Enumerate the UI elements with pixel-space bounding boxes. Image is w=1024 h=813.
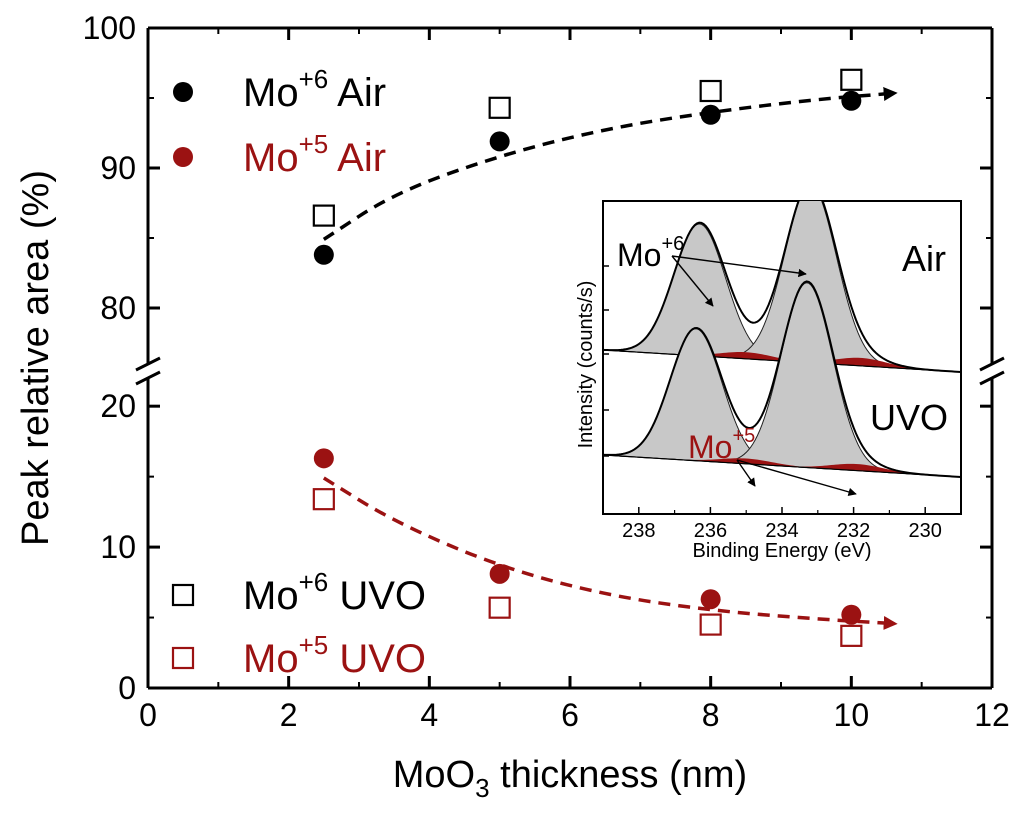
legend-marker [173,147,193,167]
y-axis-title: Peak relative area (%) [15,170,57,546]
inset-x-axis-title: Binding Energy (eV) [693,540,872,562]
legend-label-superscript: +5 [299,129,329,159]
axis-break-mark [979,356,1005,372]
legend-label: Mo+6 Air [243,64,386,115]
legend-label: Mo+6 UVO [243,567,426,618]
data-marks [312,68,863,647]
spectrum-envelope [603,280,961,478]
data-point [313,448,334,469]
inset-plot-area [603,201,961,478]
legend-marker [171,583,195,607]
data-point [841,604,862,625]
axis-break-mark [979,370,1005,386]
axis-break-mark [135,370,161,386]
data-point [840,68,863,91]
y-tick-label: 10 [100,529,136,565]
data-point [313,244,334,265]
inset-x-tick-label: 236 [694,520,727,542]
legend-label-text: Mo [243,637,299,681]
x-tick-label: 4 [420,697,438,733]
inset-annotation-text: Mo [688,429,732,465]
data-point [700,589,721,610]
x-tick-label: 12 [974,697,1010,733]
x-tick-label: 8 [702,697,720,733]
legend-marker [173,82,193,102]
legend-marker [171,646,195,670]
inset-label-air: Air [902,238,946,279]
legend-label-text: Mo [243,574,299,618]
inset-annotation-mo6: Mo+6 [617,233,684,273]
data-point [699,79,722,103]
data-point [841,90,862,111]
x-axis-title-text: thickness (nm) [490,754,748,796]
x-axis-title-subscript: 3 [475,773,489,803]
inset-label-uvo: UVO [870,397,948,438]
x-axis-title: MoO3 thickness (nm) [393,754,747,803]
y-tick-label: 20 [100,388,136,424]
inset-annotation-text: Mo [617,237,661,273]
legend-label-superscript: +6 [299,64,329,94]
inset-annotation-arrow [736,459,857,496]
x-tick-label: 6 [561,697,579,733]
inset-x-tick-label: 230 [909,520,942,542]
x-tick-label: 10 [834,697,870,733]
legend-label-text: Mo [243,136,299,180]
inset-x-tick-label: 232 [837,520,870,542]
inset-annotation-arrow [671,255,714,307]
x-axis-title-text: MoO [393,754,475,796]
inset-x-tick-label: 234 [765,520,798,542]
spectrum-envelope [603,201,961,373]
data-point [699,613,722,636]
x-tick-label: 0 [139,697,157,733]
y-tick-label: 90 [100,150,136,186]
data-point [840,624,863,647]
axes: 0 2 4 6 8 10 12 80 90 100 0 10 20 MoO3 thickness (nm)… [15,10,1010,803]
trend-line [322,87,898,241]
legend-label-text: UVO [328,637,426,681]
legend-label-text: Air [328,71,386,115]
inset-annotation-arrow [736,459,756,487]
data-point [488,596,511,619]
inset-annotation-mo5: Mo+5 [688,425,755,465]
data-point [700,104,721,125]
legend-label-superscript: +6 [299,567,329,597]
inset-y-axis-title: Intensity (counts/s) [575,281,597,449]
legend-label-text: Air [328,136,386,180]
inset-annotation-superscript: +6 [661,233,684,255]
data-point [489,563,510,584]
inset-x-tick-label: 238 [622,520,655,542]
axis-break-mark [135,356,161,372]
trend-lines [322,87,898,631]
x-tick-label: 2 [280,697,298,733]
inset-annotation-superscript: +5 [732,425,755,447]
inset-annotation-arrow [671,255,807,278]
y-tick-label: 80 [100,290,136,326]
data-point [312,204,335,227]
data-point [488,96,511,119]
y-tick-label: 0 [118,670,136,706]
spectrum-baseline [603,454,961,478]
legend-label: Mo+5 UVO [243,630,426,681]
legend-label: Mo+5 Air [243,129,386,180]
data-point [312,488,335,511]
data-point [489,131,510,152]
legend-label-text: Mo [243,71,299,115]
legend-label-superscript: +5 [299,630,329,660]
trend-line [322,476,898,631]
legend-label-text: UVO [328,574,426,618]
y-tick-label: 100 [83,10,136,46]
inset-spectrum: 238 236 234 232 230 Binding Energy (eV) Intens… [575,200,962,562]
